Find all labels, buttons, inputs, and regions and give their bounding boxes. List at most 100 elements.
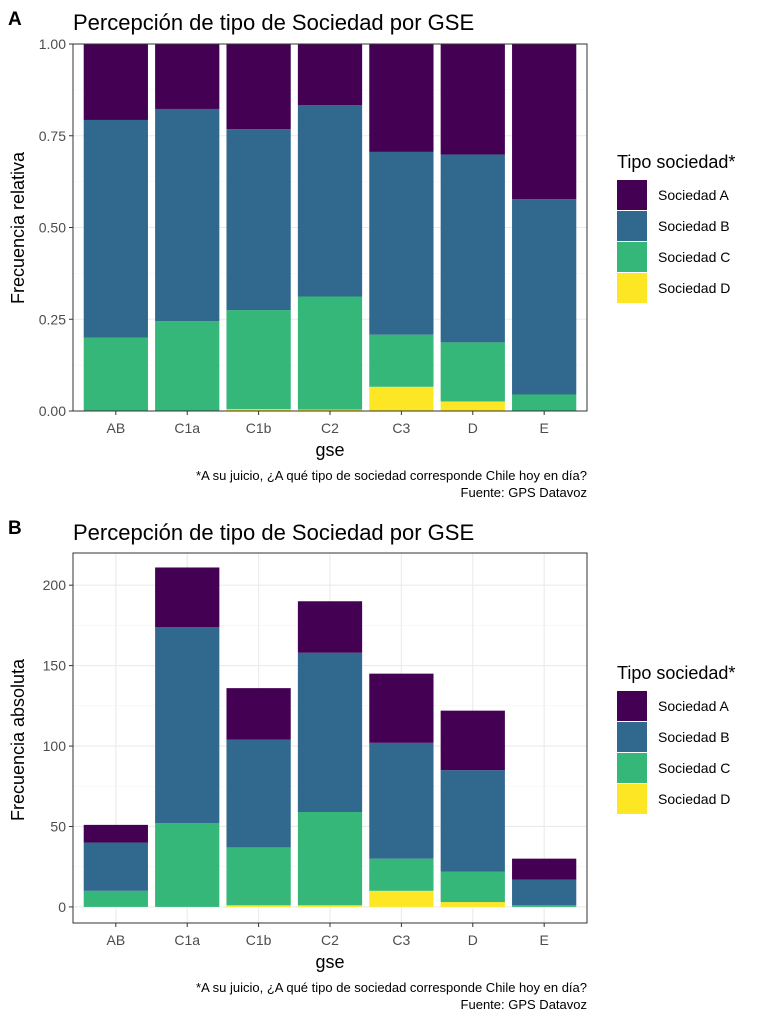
bar-c1b-sociedad-a	[226, 44, 291, 130]
x-tick-label: AB	[106, 932, 125, 948]
legend-key-sociedad-c	[617, 753, 647, 783]
y-tick-label: 0.25	[39, 311, 66, 327]
bar-c1b-sociedad-b	[226, 739, 291, 848]
bar-d-sociedad-a	[440, 710, 505, 771]
x-tick-label: C3	[392, 420, 410, 436]
x-tick-label: AB	[106, 420, 125, 436]
panel-b: B Percepción de tipo de Sociedad por GSE…	[8, 518, 735, 1012]
bar-d-sociedad-d	[440, 401, 505, 411]
chart-title: Percepción de tipo de Sociedad por GSE	[73, 520, 474, 545]
x-axis-title: gse	[315, 952, 344, 972]
y-axis-title: Frecuencia relativa	[8, 151, 28, 304]
y-tick-label: 50	[50, 818, 66, 834]
bar-e-sociedad-b	[512, 199, 577, 395]
bar-c1a-sociedad-a	[155, 567, 220, 627]
legend-title: Tipo sociedad*	[617, 663, 735, 683]
bar-c3-sociedad-c	[369, 858, 434, 891]
bar-d-sociedad-a	[440, 44, 505, 155]
bar-ab-sociedad-a	[83, 824, 148, 843]
x-tick-label: C2	[321, 932, 339, 948]
bar-c2-sociedad-a	[297, 44, 363, 106]
bar-e-sociedad-c	[512, 905, 577, 907]
bar-c3-sociedad-b	[369, 742, 434, 859]
bar-d-sociedad-b	[440, 154, 505, 343]
bar-c1a-sociedad-c	[155, 321, 220, 411]
caption-source: Fuente: GPS Datavoz	[461, 485, 587, 500]
bar-c2-sociedad-d	[297, 409, 363, 411]
y-axis-title: Frecuencia absoluta	[8, 658, 28, 821]
bar-ab-sociedad-c	[83, 890, 148, 907]
chart-title: Percepción de tipo de Sociedad por GSE	[73, 10, 474, 35]
x-axis-title: gse	[315, 440, 344, 460]
legend-key-sociedad-b	[617, 211, 647, 241]
bar-c3-sociedad-d	[369, 890, 434, 907]
caption-question: *A su juicio, ¿A qué tipo de sociedad co…	[196, 980, 587, 995]
bar-c3-sociedad-a	[369, 44, 434, 152]
legend-key-sociedad-b	[617, 722, 647, 752]
bar-e-sociedad-a	[512, 858, 577, 880]
x-tick-label: E	[539, 420, 548, 436]
legend-label-sociedad-c: Sociedad C	[658, 249, 730, 265]
bar-c1b-sociedad-c	[226, 847, 291, 906]
x-tick-label: E	[539, 932, 548, 948]
bar-e-sociedad-b	[512, 879, 577, 906]
panel-letter: B	[8, 518, 22, 539]
bar-c1b-sociedad-d	[226, 409, 291, 411]
y-tick-label: 150	[43, 658, 67, 674]
legend-key-sociedad-c	[617, 242, 647, 272]
legend-label-sociedad-a: Sociedad A	[658, 187, 729, 203]
x-tick-label: C3	[392, 932, 410, 948]
bar-c1b-sociedad-a	[226, 688, 291, 740]
x-tick-label: C2	[321, 420, 339, 436]
panel-letter: A	[8, 9, 22, 30]
legend-label-sociedad-a: Sociedad A	[658, 698, 729, 714]
bar-c1b-sociedad-b	[226, 129, 291, 311]
bar-c2-sociedad-d	[297, 905, 363, 907]
y-tick-label: 1.00	[39, 36, 66, 52]
bar-ab-sociedad-b	[83, 842, 148, 891]
bar-c3-sociedad-b	[369, 151, 434, 335]
bar-c1a-sociedad-b	[155, 627, 220, 824]
legend-title: Tipo sociedad*	[617, 152, 735, 172]
bar-c2-sociedad-b	[297, 652, 363, 812]
x-tick-label: C1a	[174, 932, 200, 948]
y-tick-label: 0	[58, 899, 66, 915]
bar-ab-sociedad-a	[83, 44, 148, 120]
legend-key-sociedad-a	[617, 691, 647, 721]
y-tick-label: 100	[43, 738, 67, 754]
bar-c1a-sociedad-b	[155, 108, 220, 322]
legend: Tipo sociedad* Sociedad A Sociedad B Soc…	[617, 152, 735, 303]
y-tick-label: 200	[43, 577, 67, 593]
bar-d-sociedad-d	[440, 902, 505, 907]
bar-c2-sociedad-c	[297, 812, 363, 906]
bar-c3-sociedad-a	[369, 673, 434, 743]
x-tick-label: D	[468, 932, 478, 948]
y-tick-label: 0.75	[39, 128, 66, 144]
legend-key-sociedad-a	[617, 180, 647, 210]
legend-label-sociedad-c: Sociedad C	[658, 760, 730, 776]
bar-d-sociedad-c	[440, 342, 505, 402]
bar-d-sociedad-b	[440, 770, 505, 872]
x-tick-label: C1b	[246, 420, 272, 436]
panel-a: A Percepción de tipo de Sociedad por GSE…	[8, 9, 735, 500]
plot-area: 0 50 100 150 200 AB C1a C1b C2 C3 D E	[43, 552, 588, 948]
legend-label-sociedad-b: Sociedad B	[658, 729, 730, 745]
y-tick-label: 0.50	[39, 220, 66, 236]
x-tick-label: C1a	[174, 420, 200, 436]
plot-area: 0.00 0.25 0.50 0.75 1.00 AB C1a C1b C2 C3 D E	[39, 36, 588, 436]
bar-e-sociedad-c	[512, 394, 577, 411]
legend: Tipo sociedad* Sociedad A Sociedad B Soc…	[617, 663, 735, 814]
bar-c2-sociedad-a	[297, 601, 363, 653]
x-tick-label: C1b	[246, 932, 272, 948]
bar-c2-sociedad-c	[297, 296, 363, 410]
bar-c3-sociedad-d	[369, 386, 434, 411]
bar-c1b-sociedad-c	[226, 310, 291, 410]
x-tick-label: D	[468, 420, 478, 436]
legend-key-sociedad-d	[617, 784, 647, 814]
bar-c2-sociedad-b	[297, 105, 363, 297]
bar-ab-sociedad-b	[83, 119, 148, 338]
caption-question: *A su juicio, ¿A qué tipo de sociedad co…	[196, 468, 587, 483]
bar-c1a-sociedad-a	[155, 44, 220, 109]
legend-label-sociedad-d: Sociedad D	[658, 280, 730, 296]
